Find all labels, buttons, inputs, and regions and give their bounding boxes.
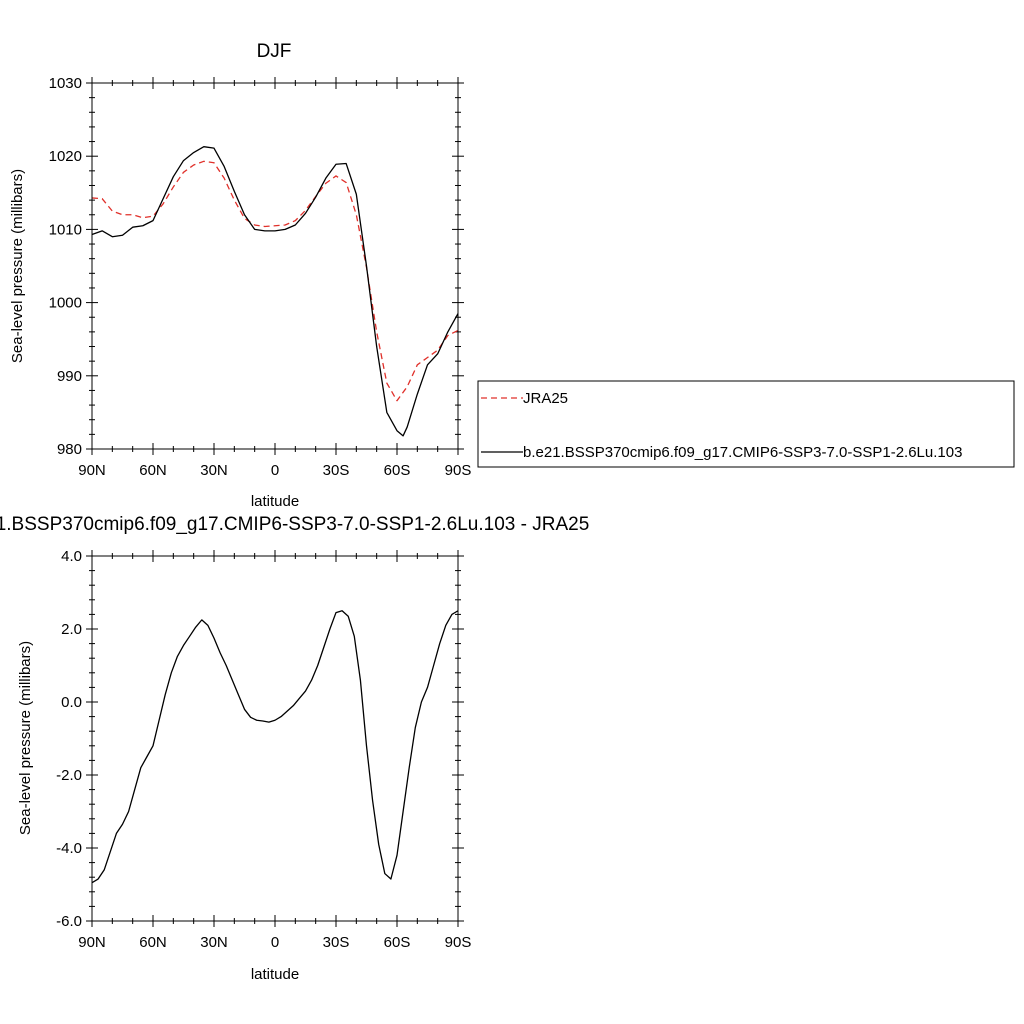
- bottom-chart-title: b.e21.BSSP370cmip6.f09_g17.CMIP6-SSP3-7.…: [0, 514, 589, 535]
- bottom-xtick-label: 60S: [384, 934, 411, 951]
- bottom-ytick-label: 2.0: [61, 621, 82, 638]
- top-ytick-label: 980: [57, 441, 82, 458]
- legend: JRA25 b.e21.BSSP370cmip6.f09_g17.CMIP6-S…: [477, 380, 1015, 468]
- bottom-ytick-label: -2.0: [56, 767, 82, 784]
- top-xtick-label: 60N: [139, 462, 167, 479]
- bottom-axis-ticks: [86, 550, 464, 927]
- bottom-x-tick-labels: 90N 60N 30N 0 30S 60S 90S: [78, 934, 471, 951]
- bottom-ytick-label: -4.0: [56, 840, 82, 857]
- legend-box: [477, 380, 1015, 468]
- top-ytick-label: 1010: [49, 221, 82, 238]
- bottom-xtick-label: 60N: [139, 934, 167, 951]
- bottom-xtick-label: 30S: [323, 934, 350, 951]
- bottom-y-tick-labels: -6.0 -4.0 -2.0 0.0 2.0 4.0: [56, 548, 82, 930]
- top-y-tick-labels: 980 990 1000 1010 1020 1030: [49, 75, 82, 458]
- top-x-axis-label: latitude: [251, 493, 299, 510]
- bottom-ytick-label: 4.0: [61, 548, 82, 565]
- bottom-series-line-0: [91, 610, 459, 884]
- legend-label-jra25: JRA25: [523, 390, 568, 407]
- bottom-series-lines: [91, 610, 459, 884]
- top-xtick-label: 60S: [384, 462, 411, 479]
- bottom-xtick-label: 30N: [200, 934, 228, 951]
- bottom-xtick-label: 0: [271, 934, 279, 951]
- top-series-line-0: [91, 160, 459, 402]
- bottom-chart-panel: b.e21.BSSP370cmip6.f09_g17.CMIP6-SSP3-7.…: [0, 514, 589, 983]
- top-ytick-label: 1030: [49, 75, 82, 92]
- top-chart-title: DJF: [257, 41, 292, 62]
- top-xtick-label: 90S: [445, 462, 472, 479]
- top-x-tick-labels: 90N 60N 30N 0 30S 60S 90S: [78, 462, 471, 479]
- top-ytick-label: 990: [57, 368, 82, 385]
- top-ytick-label: 1020: [49, 148, 82, 165]
- top-chart-panel: DJF 980 990 1000 1010 1020 1030 90N 60N 30N 0 30S…: [9, 41, 471, 510]
- bottom-plot-frame: [91, 555, 459, 922]
- bottom-ytick-label: 0.0: [61, 694, 82, 711]
- bottom-y-axis-label: Sea-level pressure (millibars): [17, 641, 34, 835]
- top-xtick-label: 30S: [323, 462, 350, 479]
- top-axis-ticks: [86, 77, 464, 455]
- top-plot-frame: [91, 82, 459, 450]
- bottom-x-axis-label: latitude: [251, 966, 299, 983]
- top-y-axis-label: Sea-level pressure (millibars): [9, 169, 26, 363]
- top-xtick-label: 0: [271, 462, 279, 479]
- bottom-xtick-label: 90S: [445, 934, 472, 951]
- top-series-lines: [91, 146, 459, 437]
- top-ytick-label: 1000: [49, 295, 82, 312]
- top-series-line-1: [91, 146, 459, 437]
- bottom-ytick-label: -6.0: [56, 913, 82, 930]
- legend-label-model: b.e21.BSSP370cmip6.f09_g17.CMIP6-SSP3-7.…: [523, 444, 962, 461]
- top-xtick-label: 90N: [78, 462, 106, 479]
- top-xtick-label: 30N: [200, 462, 228, 479]
- bottom-xtick-label: 90N: [78, 934, 106, 951]
